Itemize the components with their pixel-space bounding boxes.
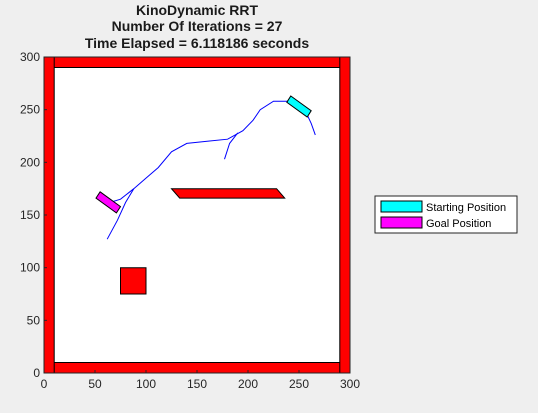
x-tick-label-300: 300 xyxy=(340,377,360,391)
legend-label-start: Starting Position xyxy=(426,202,506,214)
x-tick-label-50: 50 xyxy=(88,377,102,391)
legend-swatch-goal xyxy=(381,217,422,228)
plot-area xyxy=(44,57,350,373)
legend-swatch-start xyxy=(381,201,422,212)
x-tick-label-0: 0 xyxy=(41,377,48,391)
x-tick-label-150: 150 xyxy=(187,377,207,391)
y-tick-label-200: 200 xyxy=(20,155,40,169)
y-tick-label-50: 50 xyxy=(27,313,41,327)
legend-label-goal: Goal Position xyxy=(426,218,491,230)
y-tick-label-250: 250 xyxy=(20,103,40,117)
y-tick-label-150: 150 xyxy=(20,208,40,222)
obstacle-wall-top xyxy=(44,57,350,68)
obstacle-slanted-bar xyxy=(172,189,285,198)
y-tick-label-0: 0 xyxy=(33,366,40,380)
y-tick-label-100: 100 xyxy=(20,261,40,275)
y-tick-label-300: 300 xyxy=(20,50,40,64)
legend: Starting Position Goal Position xyxy=(375,196,517,233)
chart-title: KinoDynamic RRT Number Of Iterations = 2… xyxy=(85,2,309,51)
x-tick-label-250: 250 xyxy=(289,377,309,391)
title-line-3: Time Elapsed = 6.118186 seconds xyxy=(85,35,309,51)
title-line-1: KinoDynamic RRT xyxy=(136,2,259,18)
title-line-2: Number Of Iterations = 27 xyxy=(112,18,283,34)
x-tick-label-200: 200 xyxy=(238,377,258,391)
obstacle-square-block xyxy=(121,268,147,294)
obstacle-wall-right xyxy=(340,57,350,373)
x-tick-label-100: 100 xyxy=(136,377,156,391)
